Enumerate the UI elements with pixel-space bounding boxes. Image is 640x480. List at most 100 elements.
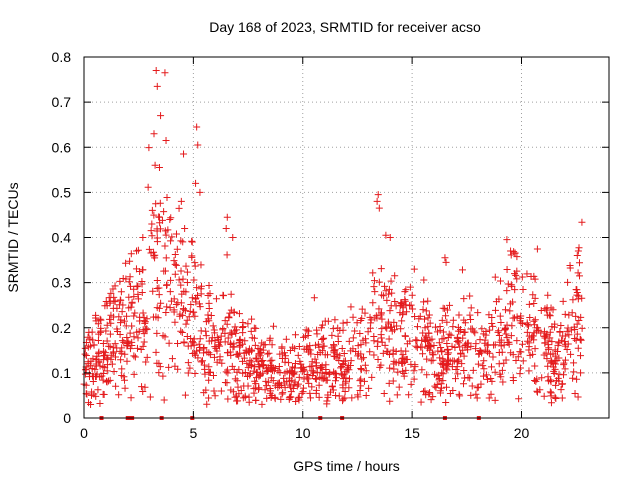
data-point <box>130 293 138 301</box>
data-point <box>205 282 213 290</box>
data-point <box>420 276 428 284</box>
data-point <box>236 335 244 343</box>
data-point <box>153 284 161 292</box>
data-point <box>370 333 378 341</box>
data-point <box>161 333 169 341</box>
data-point <box>574 393 582 401</box>
data-point <box>311 375 319 383</box>
data-point <box>116 347 124 355</box>
data-point <box>143 325 151 333</box>
data-point <box>267 374 275 382</box>
data-point <box>419 306 427 314</box>
data-point <box>202 332 210 340</box>
data-point <box>368 373 376 381</box>
data-point <box>472 345 480 353</box>
data-point <box>278 390 286 398</box>
data-point <box>467 316 475 324</box>
data-point <box>105 342 113 350</box>
data-point <box>179 238 187 246</box>
data-point <box>466 311 474 319</box>
data-point <box>203 348 211 356</box>
data-point <box>181 224 189 232</box>
data-point <box>96 315 104 323</box>
data-point <box>162 281 170 289</box>
data-point <box>211 392 219 400</box>
data-point <box>224 334 232 342</box>
data-point <box>433 372 441 380</box>
data-point <box>171 251 179 259</box>
data-point <box>154 314 162 322</box>
x-tick-label: 20 <box>514 425 530 441</box>
data-point <box>103 337 111 345</box>
data-point <box>165 363 173 371</box>
data-point <box>574 247 582 255</box>
data-point <box>167 214 175 222</box>
data-point <box>339 319 347 327</box>
data-point <box>223 379 231 387</box>
data-point <box>419 329 427 337</box>
data-point <box>468 382 476 390</box>
data-point <box>498 366 506 374</box>
data-point <box>121 384 129 392</box>
data-point <box>196 300 204 308</box>
data-point <box>103 378 111 386</box>
data-point <box>518 273 526 281</box>
data-point <box>133 247 140 255</box>
data-point <box>244 382 252 390</box>
y-axis-label: SRMTID / TECUs <box>5 182 21 292</box>
data-point <box>483 375 491 383</box>
data-point <box>439 377 447 385</box>
data-point <box>383 324 391 332</box>
data-point <box>487 390 495 398</box>
data-point <box>503 321 511 329</box>
data-point <box>204 292 212 300</box>
data-point <box>370 277 378 285</box>
data-point <box>97 316 105 324</box>
axis-ticks <box>83 56 609 419</box>
data-point <box>571 335 579 343</box>
data-point <box>173 245 181 253</box>
data-point <box>197 261 205 269</box>
y-tick-label: 0.2 <box>52 320 72 336</box>
data-point <box>454 370 462 378</box>
data-point <box>84 360 92 368</box>
data-point <box>577 313 585 321</box>
data-point <box>114 328 122 336</box>
data-point <box>398 317 406 325</box>
data-point <box>153 276 161 284</box>
data-point <box>199 345 207 353</box>
data-point <box>389 377 397 385</box>
data-point <box>265 349 273 357</box>
data-point <box>561 338 569 346</box>
data-point <box>418 336 426 344</box>
data-point <box>330 368 338 376</box>
data-point <box>162 231 170 239</box>
data-point <box>201 365 209 373</box>
data-point <box>322 370 330 378</box>
data-point <box>92 362 100 370</box>
data-point <box>558 394 566 402</box>
data-point <box>356 377 364 385</box>
data-point <box>504 280 512 288</box>
data-point <box>444 345 452 353</box>
data-point <box>573 286 581 294</box>
data-point <box>312 386 320 394</box>
data-point <box>303 375 311 383</box>
data-point <box>172 301 180 309</box>
data-point <box>152 67 160 75</box>
data-point <box>132 265 140 273</box>
data-point <box>248 334 256 342</box>
data-point <box>486 326 494 334</box>
data-point <box>232 329 240 337</box>
data-point <box>526 313 534 321</box>
data-point <box>385 335 393 343</box>
data-point <box>198 357 206 365</box>
data-point <box>531 275 539 283</box>
data-point <box>326 369 334 377</box>
data-point <box>547 357 555 365</box>
data-point <box>460 295 468 303</box>
data-point <box>401 332 409 340</box>
data-point <box>460 380 468 388</box>
data-point <box>433 381 441 389</box>
data-point <box>349 313 357 321</box>
